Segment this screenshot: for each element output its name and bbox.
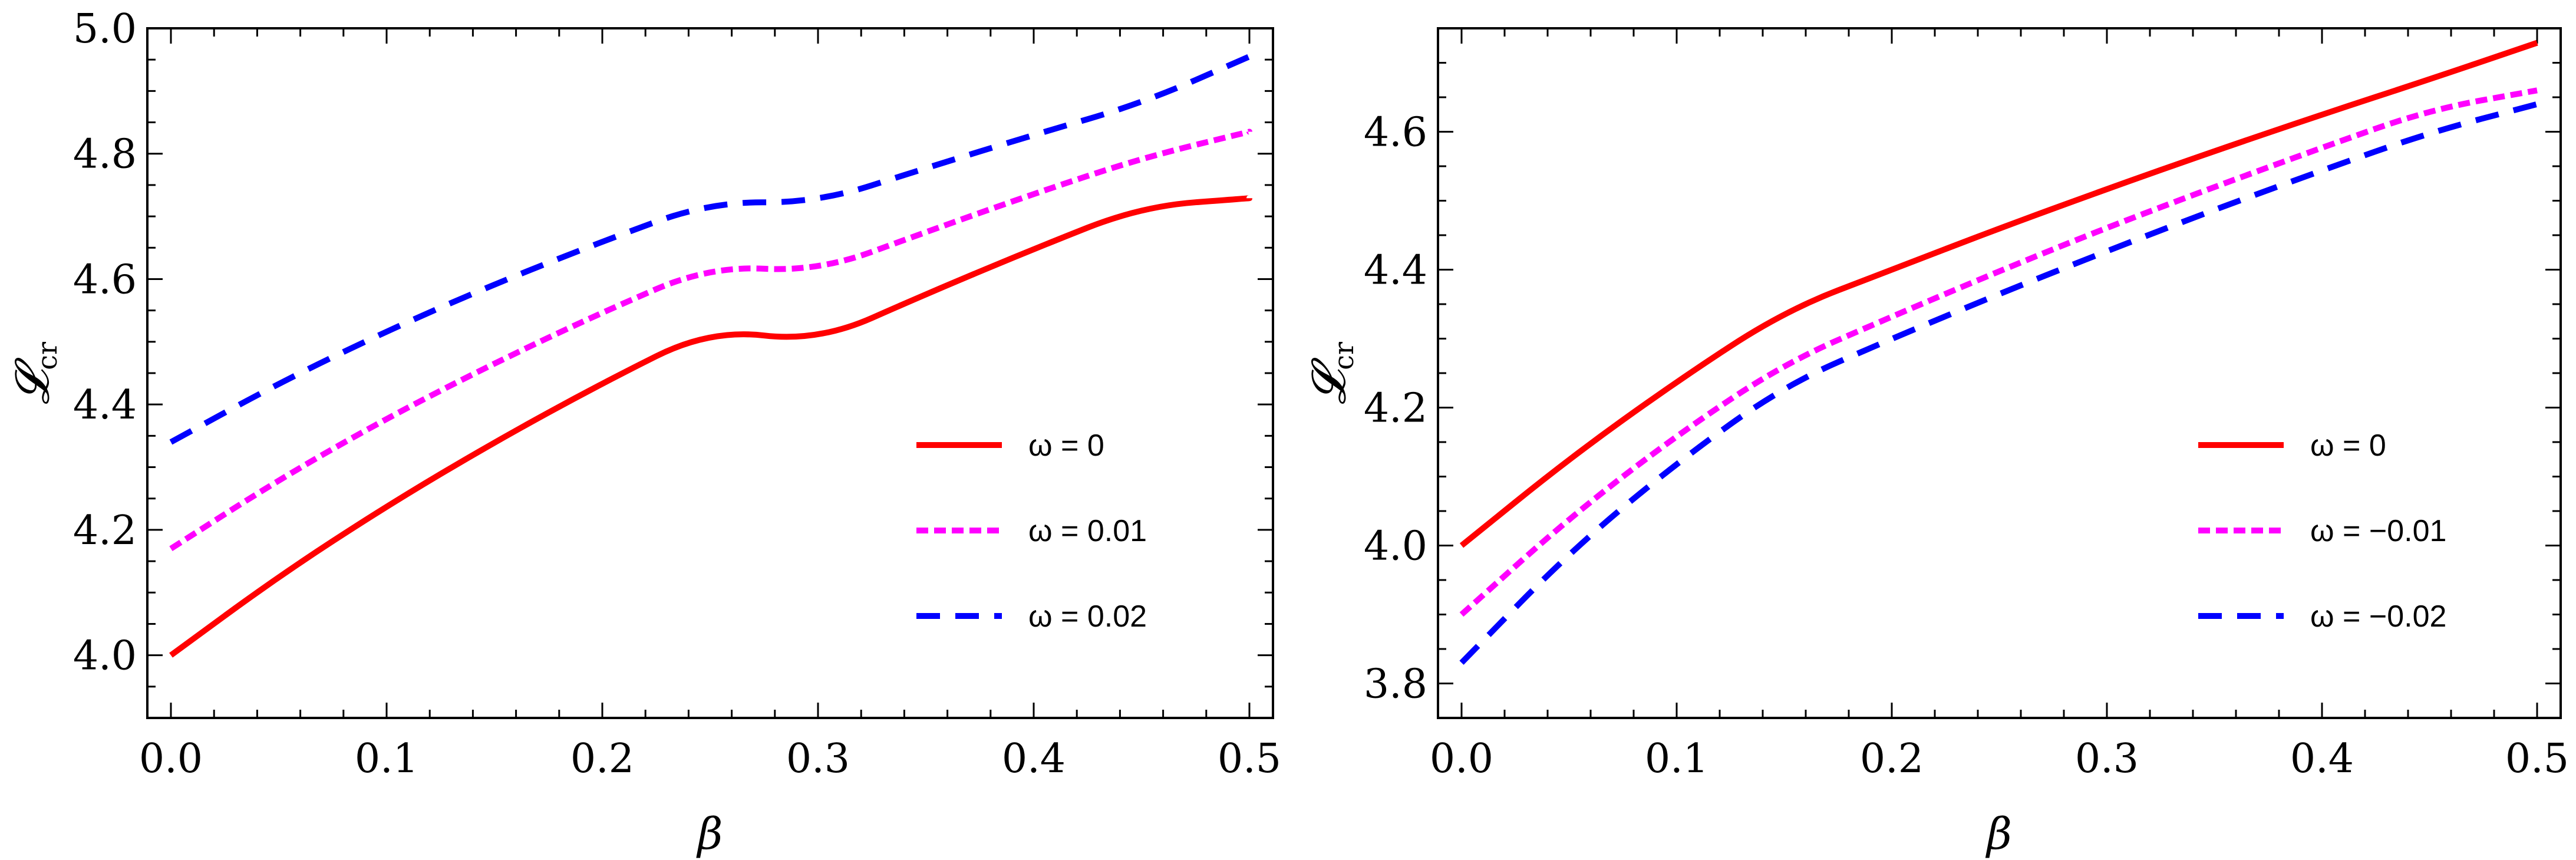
x-tick-label: 0.3 xyxy=(2075,736,2139,782)
legend-label-1: ω = −0.01 xyxy=(2310,514,2446,548)
series-line-0 xyxy=(1459,39,2541,548)
x-tick-label: 0.1 xyxy=(355,736,418,782)
y-axis-label-group: 𝓛cr xyxy=(1301,342,1360,404)
y-axis-label-subscript: cr xyxy=(31,342,63,370)
y-tick-label: 4.0 xyxy=(1364,523,1427,570)
x-tick-label: 0.3 xyxy=(786,736,850,782)
x-tick-label: 0.0 xyxy=(1430,736,1493,782)
x-tick-label: 0.2 xyxy=(570,736,634,782)
y-tick-label: 4.2 xyxy=(73,508,137,554)
y-tick-label: 4.6 xyxy=(1364,110,1427,156)
x-tick-label: 0.5 xyxy=(1218,736,1281,782)
legend-label-0: ω = 0 xyxy=(1028,429,1104,463)
right-chart: 0.0 0.1 0.2 0.3 0.4 0.5 3.8 4.0 4.2 4.4 4.6 β 𝓛cr ω =… xyxy=(1301,27,2569,859)
x-tick-label: 0.0 xyxy=(139,736,203,782)
y-tick-label: 4.8 xyxy=(73,131,137,178)
left-chart: 0.0 0.1 0.2 0.3 0.4 0.5 4.0 4.2 4.4 4.6 4.8 5.0 β 𝓛cr… xyxy=(5,6,1281,859)
y-tick-label: 4.6 xyxy=(73,256,137,303)
y-tick-label: 3.8 xyxy=(1364,661,1427,708)
series-line-0 xyxy=(169,195,1252,658)
legend-label-2: ω = −0.02 xyxy=(2310,599,2446,634)
legend-label-2: ω = 0.02 xyxy=(1028,599,1147,634)
y-tick-label: 4.0 xyxy=(73,633,137,680)
x-tick-label: 0.4 xyxy=(1002,736,1066,782)
y-tick-label: 4.2 xyxy=(1364,385,1427,432)
legend-label-0: ω = 0 xyxy=(2310,429,2386,463)
x-axis-label: β xyxy=(696,809,723,859)
y-tick-label: 4.4 xyxy=(1364,248,1427,294)
legend-label-1: ω = 0.01 xyxy=(1028,514,1147,548)
x-tick-label: 0.5 xyxy=(2505,736,2569,782)
y-axis-label: 𝓛cr xyxy=(5,342,63,404)
x-tick-label: 0.1 xyxy=(1645,736,1708,782)
series-line-2 xyxy=(169,53,1252,445)
series-line-1 xyxy=(169,128,1252,552)
y-axis-label-group: 𝓛cr xyxy=(5,342,63,404)
y-axis-label: 𝓛cr xyxy=(1301,342,1360,404)
x-axis-label: β xyxy=(1985,809,2012,859)
y-axis-label-subscript: cr xyxy=(1328,342,1360,370)
x-tick-label: 0.2 xyxy=(1860,736,1924,782)
y-tick-label: 5.0 xyxy=(73,6,137,52)
series-line-2 xyxy=(1459,101,2541,665)
x-tick-label: 0.4 xyxy=(2290,736,2354,782)
series-line-1 xyxy=(1459,87,2541,617)
y-tick-label: 4.4 xyxy=(73,382,137,429)
